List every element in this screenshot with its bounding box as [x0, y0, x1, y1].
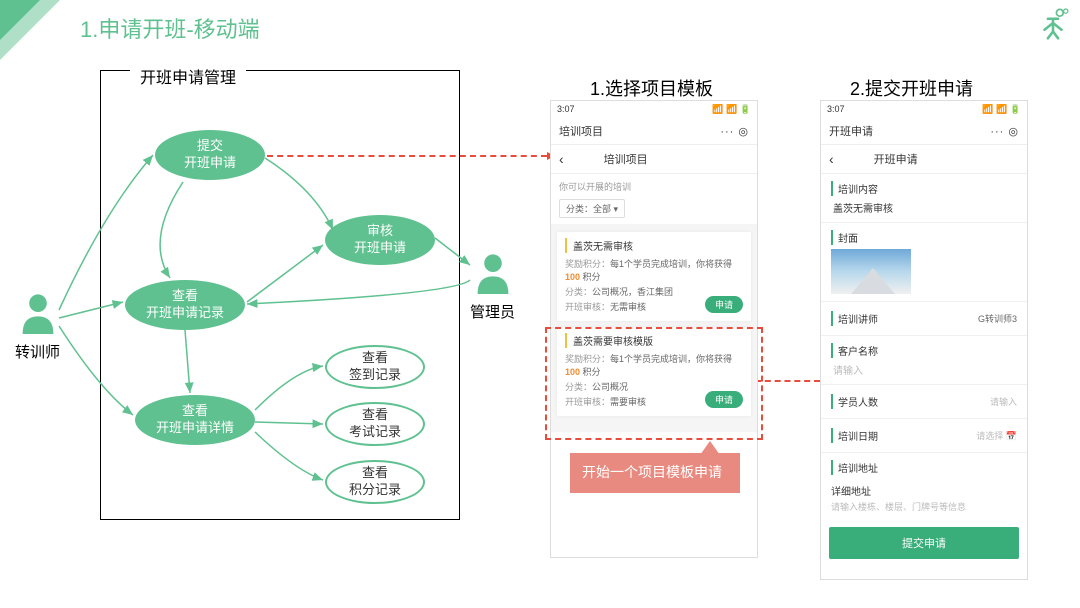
actor-trainer: 转训师 — [15, 290, 60, 362]
form-addr-label: 培训地址 — [831, 460, 1017, 475]
actor-trainer-label: 转训师 — [15, 341, 60, 362]
node-viewrec-l2: 开班申请记录 — [146, 305, 224, 322]
phone2-subtitle: 开班申请 — [874, 151, 918, 167]
section2-title: 2.提交开班申请 — [850, 75, 973, 101]
node-submit-l1: 提交 — [197, 138, 223, 155]
form-detail-label: 详细地址 — [821, 477, 1027, 500]
corner-decoration-2 — [0, 0, 40, 40]
connector-submit-phone1 — [267, 155, 547, 157]
node-viewdetail-l1: 查看 — [182, 403, 208, 420]
node-points-l1: 查看 — [362, 465, 388, 482]
apply-button-1[interactable]: 申请 — [705, 296, 743, 313]
form-client-label: 客户名称 — [831, 343, 1017, 358]
flow-box-title: 开班申请管理 — [130, 64, 246, 88]
phone2-nav-menu[interactable]: ··· ◎ — [990, 125, 1019, 138]
phone2-nav: 开班申请 ··· ◎ — [821, 118, 1027, 145]
phone1-hint: 你可以开展的培训 — [551, 174, 757, 199]
phone2: 3:07 📶 📶 🔋 开班申请 ··· ◎ ‹ 开班申请 培训内容 盖茨无需审核… — [820, 100, 1028, 580]
logo-icon — [1036, 6, 1070, 40]
node-submit-l2: 开班申请 — [184, 155, 236, 172]
card1-row1: 奖励积分：每1个学员完成培训，你将获得 100 积分 — [565, 257, 743, 283]
phone1-status-right: 📶 📶 🔋 — [712, 104, 751, 115]
highlight-box — [545, 327, 763, 440]
node-points-l2: 积分记录 — [349, 482, 401, 499]
node-points: 查看 积分记录 — [325, 460, 425, 504]
phone1-nav-title: 培训项目 — [559, 123, 603, 139]
card1-title: 盖茨无需审核 — [565, 238, 743, 253]
node-audit-l2: 开班申请 — [354, 240, 406, 257]
phone2-statusbar: 3:07 📶 📶 🔋 — [821, 101, 1027, 118]
form-detail-placeholder: 请输入楼栋、楼层、门牌号等信息 — [821, 500, 1027, 519]
node-exam: 查看 考试记录 — [325, 402, 425, 446]
node-viewdetail: 查看 开班申请详情 — [135, 395, 255, 445]
form-content: 培训内容 盖茨无需审核 — [821, 174, 1027, 223]
node-signin-l1: 查看 — [362, 350, 388, 367]
form-client-placeholder: 请输入 — [831, 362, 1017, 377]
tip-box: 开始一个项目模板申请 — [570, 453, 740, 493]
phone1-nav-menu[interactable]: ··· ◎ — [720, 125, 749, 138]
form-content-label: 培训内容 — [831, 181, 1017, 196]
phone1-statusbar: 3:07 📶 📶 🔋 — [551, 101, 757, 118]
form-cover-label: 封面 — [831, 230, 1017, 245]
form-client[interactable]: 客户名称 请输入 — [821, 336, 1027, 385]
node-exam-l2: 考试记录 — [349, 424, 401, 441]
phone1-nav: 培训项目 ··· ◎ — [551, 118, 757, 145]
node-audit-l1: 审核 — [367, 223, 393, 240]
node-submit: 提交 开班申请 — [155, 130, 265, 180]
back-icon[interactable]: ‹ — [559, 151, 564, 167]
connector-phone1-phone2 — [755, 380, 820, 382]
page-title: 1.申请开班-移动端 — [80, 12, 260, 44]
form-date[interactable]: 培训日期 请选择 📅 — [821, 419, 1027, 453]
back-icon-2[interactable]: ‹ — [829, 151, 834, 167]
phone2-nav-title: 开班申请 — [829, 123, 873, 139]
phone2-subheader: ‹ 开班申请 — [821, 145, 1027, 174]
form-count-placeholder: 请输入 — [990, 395, 1017, 408]
form-count[interactable]: 学员人数 请输入 — [821, 385, 1027, 419]
phone1-time: 3:07 — [557, 104, 575, 115]
flow-diagram: 开班申请管理 转训师 管理员 提交 开班申请 审核 开班申请 查看 开班申请记录… — [15, 70, 520, 590]
actor-admin-label: 管理员 — [470, 301, 515, 322]
section1-title: 1.选择项目模板 — [590, 75, 713, 101]
form-addr[interactable]: 培训地址 — [821, 453, 1027, 477]
node-viewrec-l1: 查看 — [172, 288, 198, 305]
form-count-label: 学员人数 — [831, 394, 878, 409]
filter-chip[interactable]: 分类：全部 ▾ — [559, 199, 625, 218]
node-viewdetail-l2: 开班申请详情 — [156, 420, 234, 437]
phone1-subheader: ‹ 培训项目 — [551, 145, 757, 174]
actor-admin: 管理员 — [470, 250, 515, 322]
submit-button[interactable]: 提交申请 — [829, 527, 1019, 559]
form-date-label: 培训日期 — [831, 428, 878, 443]
phone1-subtitle: 培训项目 — [604, 151, 648, 167]
form-cover: 封面 — [821, 223, 1027, 302]
node-viewrec: 查看 开班申请记录 — [125, 280, 245, 330]
form-content-value: 盖茨无需审核 — [831, 200, 1017, 215]
node-exam-l1: 查看 — [362, 407, 388, 424]
form-trainer-label: 培训讲师 — [831, 311, 878, 326]
cover-image[interactable] — [831, 249, 911, 294]
template-card-1[interactable]: 盖茨无需审核 奖励积分：每1个学员完成培训，你将获得 100 积分 分类：公司概… — [557, 232, 751, 321]
node-signin: 查看 签到记录 — [325, 345, 425, 389]
form-trainer-value: G转训师3 — [978, 312, 1017, 325]
phone2-status-right: 📶 📶 🔋 — [982, 104, 1021, 115]
node-signin-l2: 签到记录 — [349, 367, 401, 384]
form-date-placeholder: 请选择 📅 — [976, 429, 1017, 442]
form-trainer: 培训讲师 G转训师3 — [821, 302, 1027, 336]
node-audit: 审核 开班申请 — [325, 215, 435, 265]
phone2-time: 3:07 — [827, 104, 845, 115]
